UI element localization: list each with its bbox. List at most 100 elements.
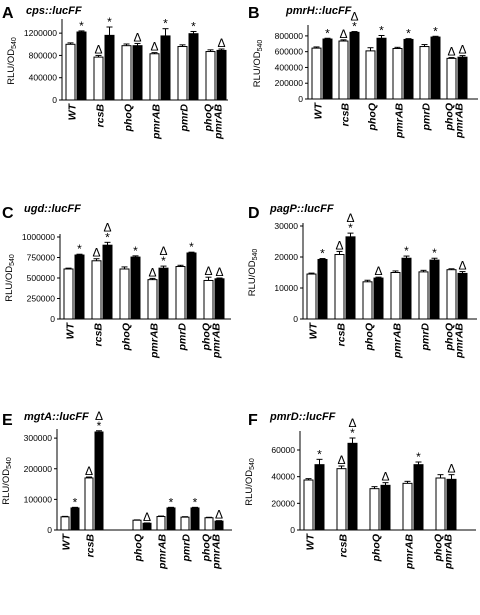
bar <box>334 254 345 320</box>
bar <box>365 50 376 100</box>
significance-mark: * <box>163 17 168 31</box>
bar <box>93 56 104 101</box>
category-label: phoQ <box>433 534 445 562</box>
category-label: pmrAB <box>394 103 406 139</box>
category-label: phoQ <box>123 104 135 132</box>
significance-mark: Δ <box>159 244 167 258</box>
significance-mark: Δ <box>447 462 455 476</box>
category-label: WT <box>313 101 325 119</box>
category-label: WT <box>305 532 317 550</box>
significance-mark: * <box>432 246 437 260</box>
y-tick-label: 0 <box>290 525 295 535</box>
category-label: pmrD <box>181 534 193 563</box>
significance-mark: Δ <box>133 30 141 44</box>
bar <box>303 479 314 531</box>
category-label: phoQ <box>201 534 213 562</box>
panel-letter: A <box>2 5 14 22</box>
y-tick-label: 40000 <box>271 472 295 482</box>
y-tick-label: 0 <box>293 314 298 324</box>
category-label: phoQ <box>367 103 379 131</box>
significance-mark: Δ <box>148 265 156 279</box>
y-tick-label: 400000 <box>275 62 304 72</box>
bar <box>435 477 446 531</box>
significance-mark: * <box>320 247 325 261</box>
significance-mark: Δ <box>447 45 455 59</box>
significance-mark: * <box>406 27 411 41</box>
y-tick-label: 20000 <box>271 498 295 508</box>
category-label: pmrAB <box>151 104 163 140</box>
significance-mark: Δ <box>215 508 223 522</box>
category-label: phoQ <box>203 104 215 132</box>
significance-mark: * <box>325 26 330 40</box>
category-label: phoQ <box>121 323 133 351</box>
significance-mark: * <box>73 495 78 509</box>
bar <box>349 31 360 100</box>
y-axis-label: RLU/OD540 <box>6 37 18 85</box>
significance-mark: * <box>193 495 198 509</box>
category-label: pmrD <box>177 323 189 352</box>
category-label: rcsB <box>93 323 105 347</box>
significance-mark: * <box>350 426 355 440</box>
significance-mark: * <box>77 242 82 256</box>
bar <box>203 279 214 320</box>
y-tick-label: 30000 <box>274 221 298 231</box>
bar <box>322 38 333 100</box>
bar <box>130 256 141 320</box>
bar <box>362 281 373 320</box>
bar <box>419 46 430 100</box>
chart-title: cps::lucFF <box>26 5 82 17</box>
y-tick-label: 10000 <box>274 283 298 293</box>
significance-mark: Δ <box>92 246 100 260</box>
category-label: pmrAB <box>404 534 416 570</box>
chart-title: mgtA::lucFF <box>24 411 89 423</box>
bar <box>121 45 132 101</box>
bar <box>418 271 429 320</box>
significance-mark: * <box>79 19 84 33</box>
bar <box>413 464 424 531</box>
y-tick-label: 0 <box>47 525 52 535</box>
bar <box>156 516 166 531</box>
category-label: rcsB <box>85 534 97 558</box>
significance-mark: Δ <box>85 464 93 478</box>
bar <box>430 36 441 100</box>
bar <box>94 431 104 531</box>
significance-mark: * <box>97 419 102 433</box>
category-label: rcsB <box>95 104 107 128</box>
significance-mark: Δ <box>339 27 347 41</box>
bar <box>166 507 176 531</box>
category-label: phoQ <box>201 323 213 351</box>
bar <box>175 266 186 320</box>
y-axis-label: RLU/OD540 <box>4 254 16 302</box>
bar <box>402 482 413 531</box>
category-label: pmrD <box>421 103 433 132</box>
bar <box>132 519 142 531</box>
category-label: WT <box>308 321 320 339</box>
significance-mark: * <box>107 15 112 29</box>
bar <box>446 57 457 100</box>
bar <box>311 47 322 100</box>
bar <box>65 43 76 101</box>
bar <box>306 273 317 320</box>
bar <box>142 522 152 531</box>
bar <box>74 254 85 320</box>
y-tick-label: 0 <box>52 95 57 105</box>
bar <box>214 520 224 531</box>
category-label: phoQ <box>444 103 456 131</box>
bar <box>119 268 130 320</box>
significance-mark: Δ <box>348 416 356 430</box>
significance-mark: Δ <box>458 43 466 57</box>
bar <box>102 244 113 320</box>
bar <box>204 517 214 531</box>
bar <box>376 37 387 100</box>
bar <box>338 40 349 100</box>
bar <box>214 278 225 320</box>
y-tick-label: 0 <box>298 94 303 104</box>
significance-mark: * <box>404 244 409 258</box>
significance-mark: Δ <box>346 211 354 225</box>
panel-letter: D <box>248 205 260 222</box>
significance-mark: * <box>416 450 421 464</box>
y-tick-label: 250000 <box>27 294 56 304</box>
